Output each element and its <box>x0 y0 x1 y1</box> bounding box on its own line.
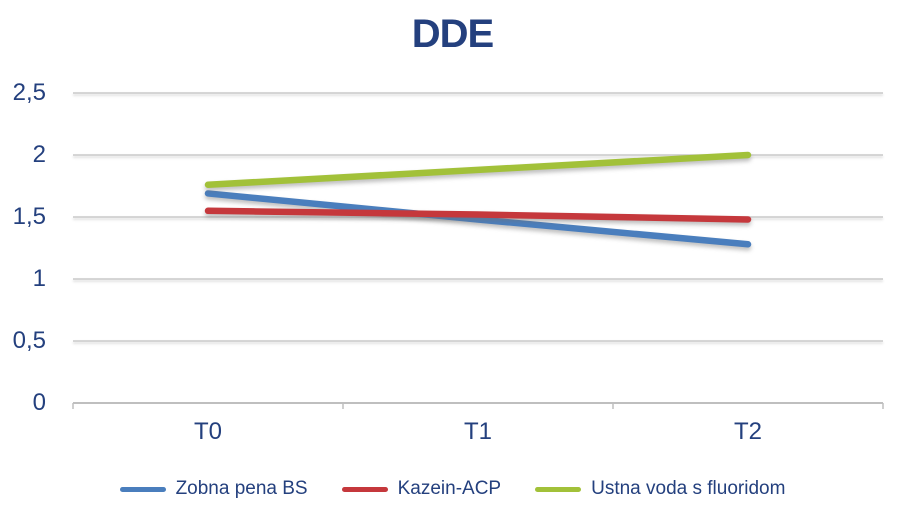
legend-label: Kazein-ACP <box>397 478 502 499</box>
y-tick-label: 1,5 <box>12 203 46 230</box>
legend-swatch-zobna-pena-bs <box>119 486 166 492</box>
chart-legend: Zobna pena BS Kazein-ACP Ustna voda s fluo… <box>0 478 905 500</box>
x-category-label-t1: T1 <box>463 418 492 445</box>
legend-swatch-ustna-voda-s-fluoridom <box>535 486 582 492</box>
y-tick-label: 1 <box>32 265 46 292</box>
y-tick-label: 0,5 <box>12 327 46 354</box>
legend-swatch-kazein-acp <box>341 486 388 492</box>
y-tick-label: 2,5 <box>12 79 46 106</box>
x-category-label-t0: T0 <box>193 418 222 445</box>
legend-item-zobna-pena-bs: Zobna pena BS <box>119 478 308 500</box>
y-tick-label: 0 <box>32 389 46 416</box>
y-tick-label: 2 <box>32 141 46 168</box>
legend-label: Ustna voda s fluoridom <box>591 478 786 499</box>
legend-item-ustna-voda-s-fluoridom: Ustna voda s fluoridom <box>535 478 785 500</box>
series-line-zobna-pena-bs <box>204 190 752 248</box>
x-category-label-t2: T2 <box>733 418 762 445</box>
series-line-kazein-acp <box>204 207 752 223</box>
series-line-ustna-voda-s-fluoridom <box>204 151 752 189</box>
chart-title: DDE <box>411 12 494 56</box>
legend-label: Zobna pena BS <box>175 478 308 499</box>
legend-item-kazein-acp: Kazein-ACP <box>341 478 502 500</box>
